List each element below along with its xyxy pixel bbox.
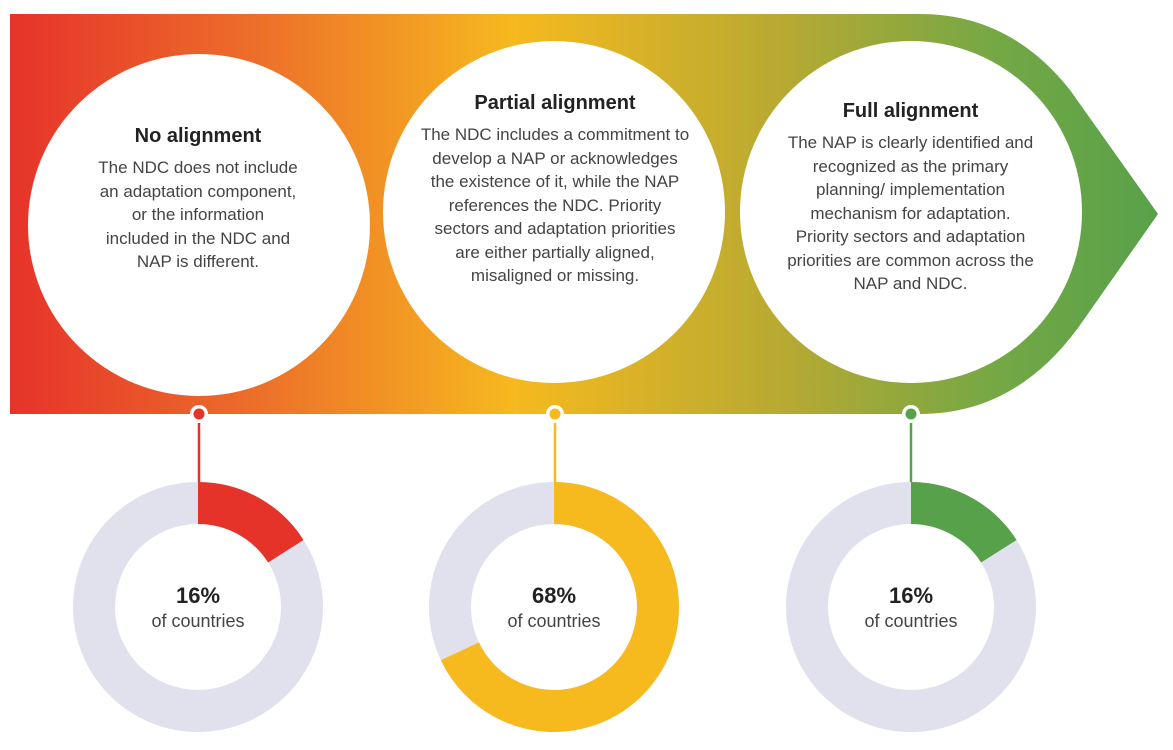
- connector-dot-inner-2: [549, 408, 561, 420]
- stage-title: Partial alignment: [474, 92, 636, 114]
- stage-description: The NDC does not include an adaptation c…: [98, 158, 298, 271]
- stage-title: No alignment: [134, 125, 262, 147]
- donut-label-full-alignment: 16% of countries: [831, 583, 991, 633]
- donut-label-no-alignment: 16% of countries: [118, 583, 278, 633]
- percent-value: 16%: [175, 583, 221, 608]
- stage-text-partial-alignment: Partial alignment The NDC includes a com…: [420, 92, 690, 288]
- percent-caption: of countries: [507, 611, 601, 631]
- stage-description: The NAP is clearly identified and recogn…: [787, 133, 1034, 293]
- stage-title: Full alignment: [842, 100, 979, 122]
- donut-arc-no-alignment: [197, 482, 304, 564]
- stage-circle-partial-alignment: [383, 41, 725, 383]
- stage-circle-full-alignment: [740, 41, 1082, 383]
- stage-text-no-alignment: No alignment The NDC does not include an…: [98, 125, 298, 274]
- donut-arc-full-alignment: [910, 482, 1017, 564]
- percent-caption: of countries: [151, 611, 245, 631]
- stage-circle-no-alignment: [28, 54, 370, 396]
- donut-label-partial-alignment: 68% of countries: [474, 583, 634, 633]
- stage-text-full-alignment: Full alignment The NAP is clearly identi…: [783, 100, 1038, 296]
- connector-dot-inner-3: [905, 408, 917, 420]
- percent-value: 68%: [531, 583, 577, 608]
- stage-description: The NDC includes a commitment to develop…: [420, 125, 690, 285]
- donut-arc-partial-alignment: [440, 482, 679, 732]
- percent-caption: of countries: [864, 611, 958, 631]
- connector-dot-inner-1: [193, 408, 205, 420]
- percent-value: 16%: [888, 583, 934, 608]
